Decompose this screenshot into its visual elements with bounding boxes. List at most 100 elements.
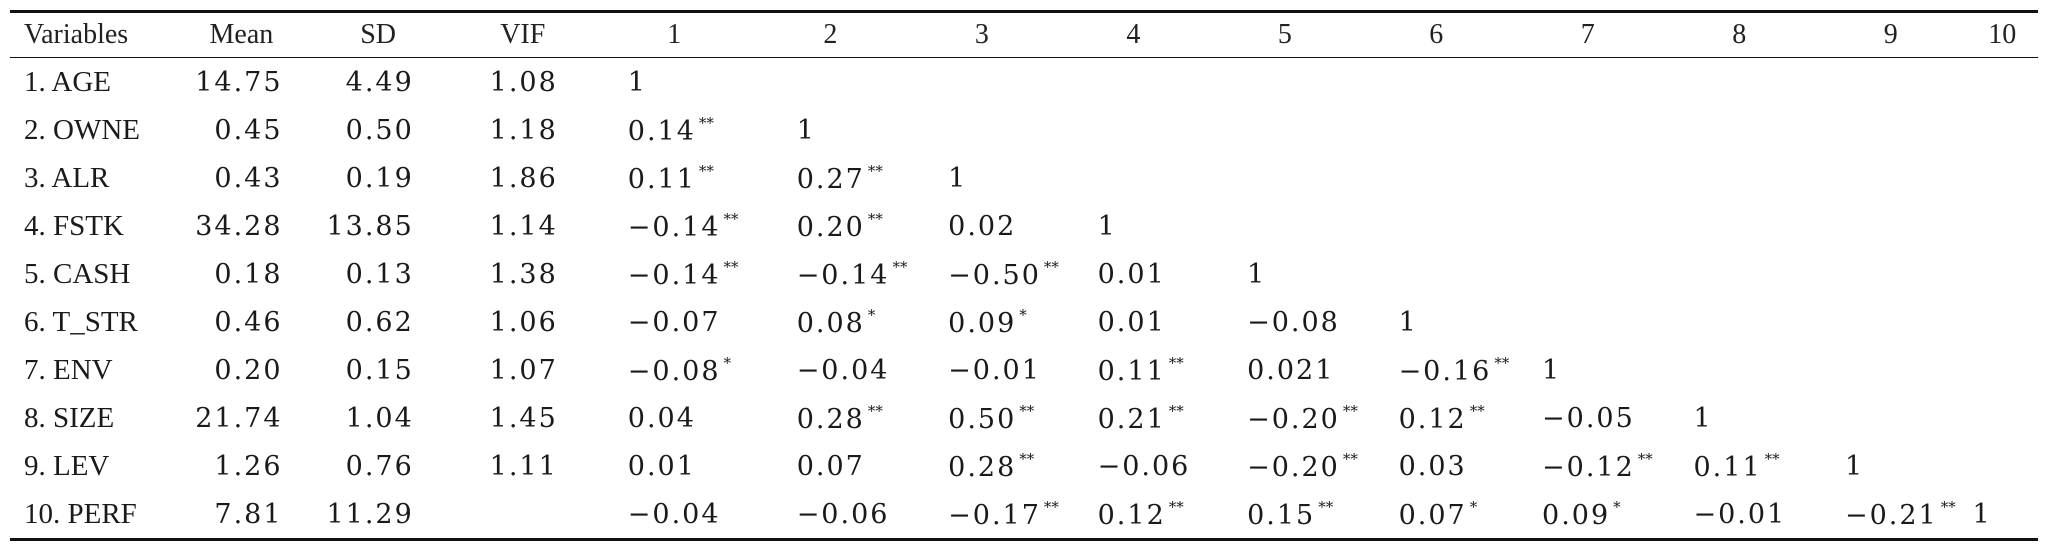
correlation-value: 0.021 [1247,354,1335,386]
correlation-cell: 1 [755,106,906,154]
mean-cell: 21.74 [195,402,283,434]
correlation-cell [1664,202,1815,250]
correlation-value: −0.04 [796,354,890,386]
correlation-cell: 1 [1058,202,1209,250]
significance-marker: ** [1342,401,1358,420]
header-col-2: 2 [823,19,838,50]
significance-marker: ** [698,161,714,180]
correlation-value: 0.11 [1097,355,1166,387]
sd-cell: 4.49 [345,66,414,98]
correlation-value: −0.08 [627,355,721,387]
correlation-value: 0.02 [948,210,1017,242]
correlation-cell [1361,58,1512,107]
correlation-cell [1966,442,2038,490]
correlation-cell: 0.12 ** [1058,490,1209,540]
correlation-value: −0.17 [948,499,1041,531]
sd-cell: 0.19 [345,162,414,194]
correlation-value: 1 [1844,450,1865,482]
header-vif: VIF [500,19,546,50]
correlation-value: 0.50 [948,403,1017,435]
table-row: 5. CASH 0.18 0.13 1.38 −0.14 ** −0.14 ** −0.50 **… [10,250,2038,298]
significance-marker: ** [1168,353,1184,372]
correlation-cell: −0.04 [594,490,755,540]
significance-marker: * [1469,497,1478,516]
correlation-cell: −0.14 ** [594,250,755,298]
mean-cell: 0.46 [214,306,283,338]
vif-cell: 1.08 [489,66,558,98]
correlation-value: −0.14 [627,211,721,243]
correlation-value: 1 [1247,258,1267,290]
correlation-cell: 1 [1361,298,1512,346]
correlation-value: 0.09 [1542,499,1611,531]
correlation-cell [1058,58,1209,107]
correlation-cell: 0.11 ** [1664,442,1815,490]
sd-cell: 13.85 [326,210,414,242]
correlation-cell [1361,202,1512,250]
correlation-value: −0.12 [1542,451,1635,483]
correlation-cell: 0.01 [1058,298,1209,346]
correlation-cell [1664,154,1815,202]
correlation-cell [1209,202,1360,250]
correlation-cell [1209,58,1360,107]
correlation-cell: 1 [906,154,1057,202]
table-row: 4. FSTK 34.28 13.85 1.14 −0.14 ** 0.20 ** 0.02 1 [10,202,2038,250]
sd-cell: 0.15 [345,354,414,386]
correlation-value: −0.08 [1247,306,1340,338]
correlation-cell: 1 [1209,250,1360,298]
mean-cell: 14.75 [195,66,283,98]
significance-marker: ** [892,257,908,276]
correlation-value: −0.01 [948,354,1041,386]
mean-cell: 34.28 [195,210,283,242]
correlation-value: −0.20 [1247,403,1340,435]
correlation-cell: 0.09 * [906,298,1057,346]
correlation-value: 0.01 [627,450,696,482]
significance-marker: ** [867,209,883,228]
correlation-cell [1512,58,1663,107]
significance-marker: ** [698,113,714,132]
vif-cell: 1.45 [489,402,558,434]
correlation-cell: −0.05 [1512,394,1663,442]
correlation-value: −0.20 [1247,451,1340,483]
correlation-cell: 0.15 ** [1209,490,1360,540]
correlation-value: 1 [1097,210,1117,242]
correlation-cell: 0.14 ** [594,106,755,154]
correlation-cell [1664,346,1815,394]
correlation-cell [1058,154,1209,202]
header-col-5: 5 [1277,19,1292,50]
correlation-value: −0.14 [796,259,890,291]
table-row: 7. ENV 0.20 0.15 1.07 −0.08 * −0.04 −0.01 0.11 **… [10,346,2038,394]
correlation-value: 1 [1542,354,1562,386]
significance-marker: ** [1318,497,1334,516]
sd-cell: 0.50 [345,114,414,146]
correlation-cell [1815,346,1966,394]
correlation-cell [1815,250,1966,298]
significance-marker: ** [867,401,883,420]
correlation-value: 0.20 [796,211,865,243]
correlation-value: 0.28 [796,403,865,435]
correlation-value: 1 [1398,306,1418,338]
significance-marker: ** [1764,449,1780,468]
table-row: 8. SIZE 21.74 1.04 1.45 0.04 0.28 ** 0.50 ** 0.21… [10,394,2038,442]
correlation-cell: 0.07 [755,442,906,490]
correlation-cell [1815,298,1966,346]
correlation-cell: 0.11 ** [1058,346,1209,394]
correlation-cell: −0.14 ** [755,250,908,298]
header-col-10: 10 [1988,19,2017,50]
header-variables: Variables [24,19,129,50]
mean-cell: 0.20 [214,354,283,386]
correlation-cell [1664,298,1815,346]
significance-marker: ** [1019,401,1035,420]
correlation-cell: −0.20 ** [1209,442,1360,490]
correlation-cell [1058,106,1209,154]
mean-cell: 7.81 [214,498,283,530]
header-col-3: 3 [974,19,989,50]
significance-marker: * [1613,497,1621,516]
correlation-cell [1209,106,1360,154]
correlation-cell: 0.04 [594,394,755,442]
correlation-cell [1361,154,1512,202]
correlation-value: −0.01 [1693,498,1787,530]
correlation-table: Variables Mean SD VIF 1 2 3 4 5 6 7 8 9 … [10,10,2038,541]
vif-cell: 1.38 [489,258,558,290]
correlation-value: 0.21 [1097,403,1166,435]
table-row: 3. ALR 0.43 0.19 1.86 0.11 ** 0.27 ** 1 [10,154,2038,202]
